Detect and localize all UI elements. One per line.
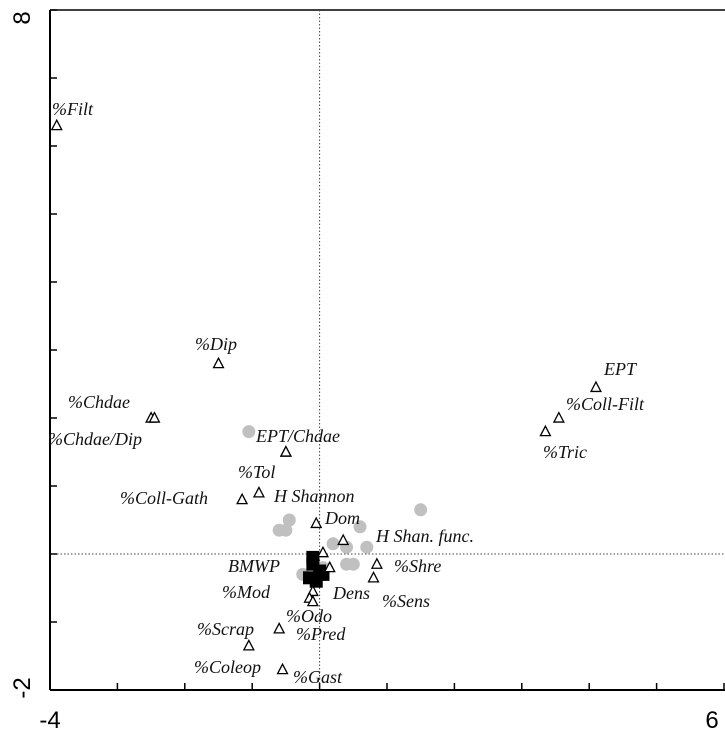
site-point-circle — [340, 557, 354, 571]
variable-label: EPT — [603, 359, 638, 379]
x-tick-label: -4 — [39, 707, 60, 730]
variable-label: %Dip — [195, 334, 237, 354]
variable-label: %Gast — [293, 667, 343, 687]
variable-label: %Filt — [52, 99, 94, 119]
variable-point-triangle — [148, 411, 161, 423]
variable-point-triangle — [279, 445, 292, 457]
variable-label: BMWP — [228, 556, 280, 576]
variable-point-triangle — [242, 638, 255, 651]
site-point-circle — [360, 540, 374, 554]
variable-point-triangle — [50, 118, 63, 131]
site-point-circle — [326, 537, 340, 551]
y-tick-label: -2 — [9, 677, 36, 698]
variable-point-triangle — [367, 570, 380, 583]
variable-point-triangle — [323, 560, 336, 573]
variable-point-triangle — [589, 380, 602, 393]
site-point-square — [306, 550, 320, 564]
variable-point-triangle — [212, 356, 225, 369]
site-point-circle — [242, 425, 256, 439]
variable-label: %Odo — [286, 606, 332, 626]
x-tick-label: 6 — [705, 707, 718, 730]
variable-label: %Coll-Gath — [120, 488, 208, 508]
variable-label: EPT/Chdae — [255, 426, 340, 446]
variable-label: %Shre — [394, 556, 441, 576]
variable-point-triangle — [337, 533, 350, 546]
point-labels: %Filt %Dip %Chdae %Chdae/Dip EPT/Chdae %Tol %C… — [48, 99, 645, 687]
variable-label: %Chdae — [68, 392, 130, 412]
variable-label: Dom — [324, 508, 360, 528]
variable-point-triangle — [539, 424, 552, 437]
variable-label: %Coll-Filt — [566, 394, 645, 414]
variable-label: Dens — [332, 583, 370, 603]
variable-point-triangle — [252, 485, 265, 498]
variable-label: %Mod — [222, 582, 271, 602]
variable-point-triangle — [273, 621, 286, 634]
variable-label: %Pred — [296, 624, 346, 644]
variable-point-triangle — [276, 662, 289, 675]
variable-label: H Shan. func. — [375, 526, 474, 546]
variable-point-triangle — [316, 545, 329, 558]
variable-point-triangle — [236, 492, 249, 505]
site-point-circle — [353, 520, 367, 534]
variable-label: %Sens — [382, 591, 430, 611]
variable-point-triangle — [552, 411, 565, 423]
variable-label: %Chdae/Dip — [48, 429, 142, 449]
variable-label: %Scrap — [197, 619, 254, 639]
variable-point-triangle — [306, 594, 319, 607]
plot-area — [49, 9, 725, 691]
triangle-points — [50, 118, 602, 675]
reference-lines — [50, 10, 725, 690]
variable-label: %Tric — [543, 442, 587, 462]
square-points — [302, 550, 330, 588]
site-point-circle — [272, 523, 286, 537]
y-tick-label: 8 — [9, 11, 36, 24]
variable-point-triangle — [310, 516, 323, 529]
variable-label: %Coleop — [194, 657, 261, 677]
variable-point-triangle — [370, 557, 383, 569]
site-point-circle — [414, 503, 428, 517]
variable-label: H Shannon — [273, 486, 355, 506]
variable-label: %Tol — [238, 462, 275, 482]
axis-ticks: -4 6 -2 8 — [9, 9, 725, 730]
site-point-circle — [282, 513, 296, 527]
